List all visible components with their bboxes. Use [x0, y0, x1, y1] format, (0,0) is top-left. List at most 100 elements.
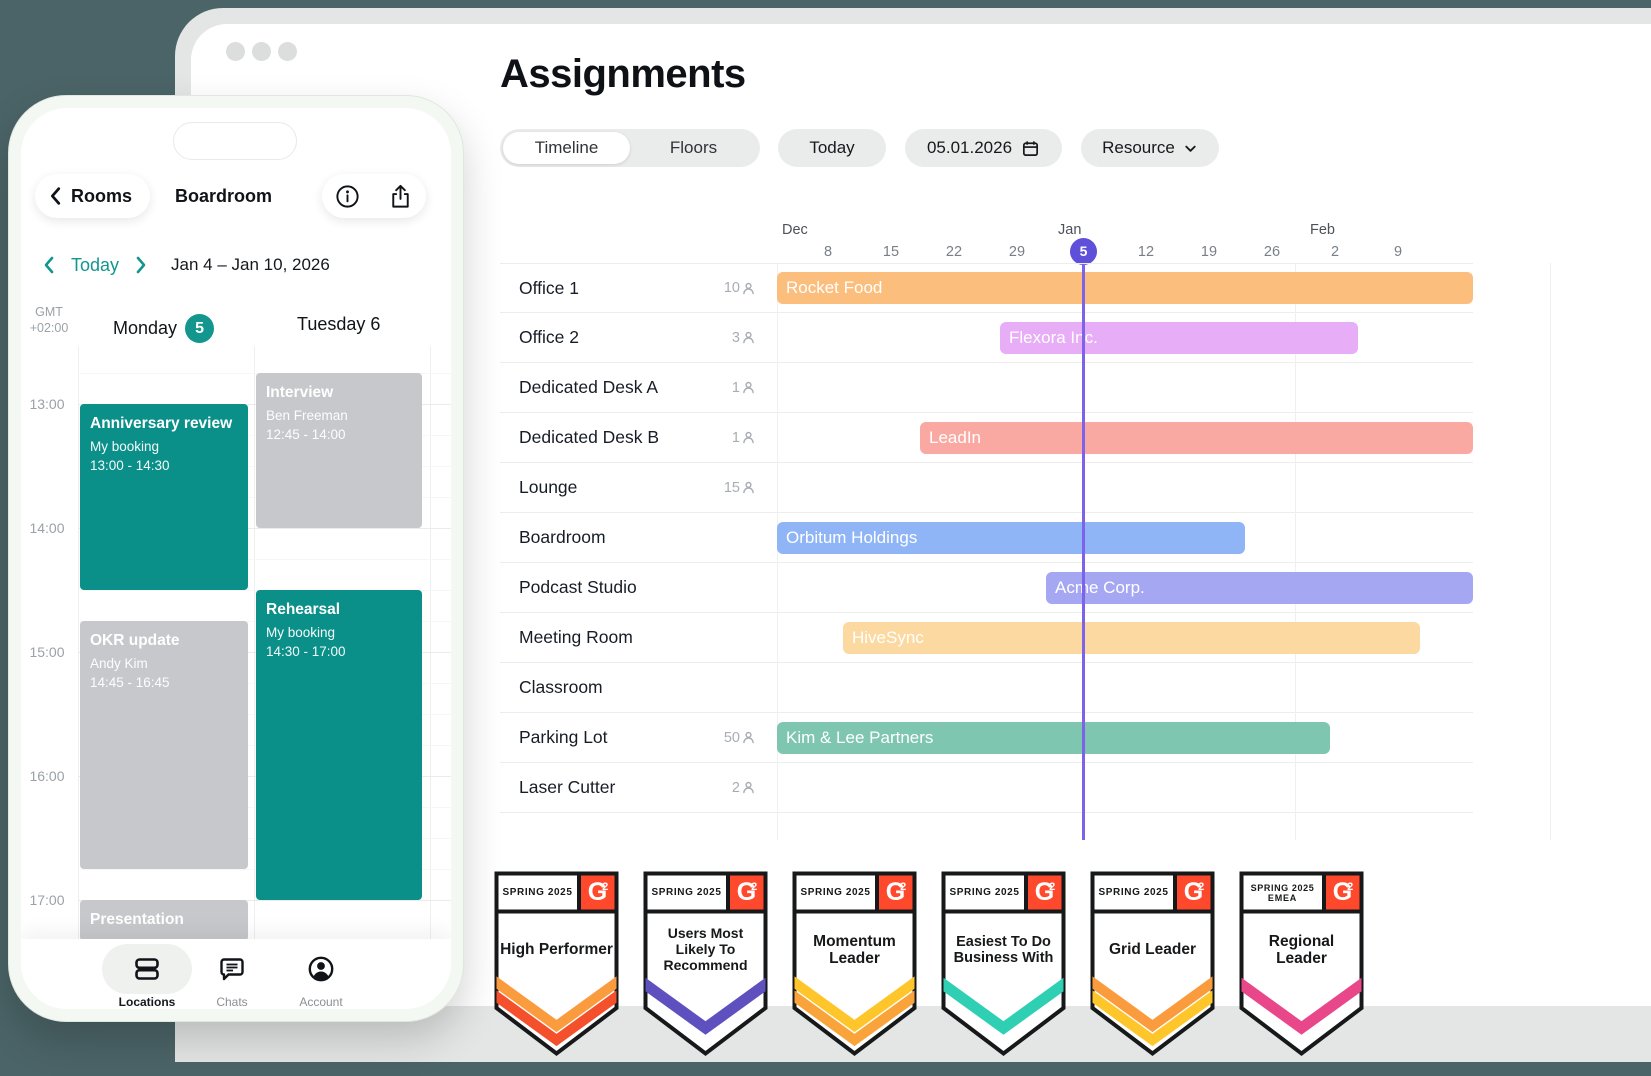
day-header-tuesday[interactable]: Tuesday 6 [297, 314, 381, 334]
event-time: 12:45 - 14:00 [266, 427, 346, 442]
booking-label: Rocket Food [786, 278, 883, 297]
page-title: Assignments [500, 52, 746, 96]
table-row[interactable]: Classroom [500, 663, 1473, 713]
table-row[interactable]: Lounge 15 [500, 463, 1473, 513]
table-row[interactable]: Podcast Studio [500, 563, 1473, 613]
table-row[interactable]: Boardroom [500, 513, 1473, 563]
today-button[interactable]: Today [778, 129, 886, 167]
person-icon [743, 781, 754, 794]
table-row[interactable]: Meeting Room [500, 613, 1473, 663]
phone-mockup: Boardroom Rooms Today Jan 4 – Jan 10, 20… [8, 95, 464, 1022]
booking-label: Kim & Lee Partners [786, 728, 934, 747]
window-dot-3 [278, 42, 297, 61]
axis-tick: 22 [945, 244, 963, 260]
badge-title: Users Most Likely To Recommend [663, 925, 748, 973]
tab-pill [276, 944, 366, 994]
badge-shield [1090, 871, 1215, 1057]
calendar-grid: 13:00 14:00 15:00 16:00 17:00 Interview … [21, 346, 451, 941]
resource-dropdown-value: Resource [1102, 138, 1175, 157]
booking-bar[interactable]: Kim & Lee Partners [777, 722, 1330, 754]
window-dot-1 [226, 42, 245, 61]
back-to-rooms-button[interactable]: Rooms [35, 174, 151, 218]
calendar-event[interactable]: Interview Ben Freeman 12:45 - 14:00 [256, 373, 422, 528]
axis-tick: 12 [1137, 244, 1155, 260]
back-label: Rooms [71, 185, 133, 206]
event-title: Interview [266, 384, 334, 401]
person-icon [743, 481, 754, 494]
tab-locations[interactable]: Locations [102, 944, 192, 1009]
week-navigation: Today Jan 4 – Jan 10, 2026 [41, 251, 330, 279]
resource-capacity: 1 [732, 430, 755, 446]
tab-label: Chats [216, 995, 248, 1009]
table-row[interactable]: Office 2 3 [500, 313, 1473, 363]
booking-bar[interactable]: HiveSync [843, 622, 1420, 654]
resource-name: Podcast Studio [519, 577, 637, 597]
event-title: Rehearsal [266, 601, 341, 618]
info-icon[interactable] [334, 183, 361, 210]
resource-capacity: 50 [724, 730, 755, 746]
tab-label: Locations [118, 995, 176, 1009]
month-label: Feb [1310, 222, 1335, 238]
table-row[interactable]: Office 1 10 [500, 263, 1473, 313]
resource-dropdown[interactable]: Resource [1081, 129, 1219, 167]
badge-season: SPRING 2025 [800, 887, 871, 898]
grid-column-border [254, 346, 255, 941]
booking-bar[interactable]: LeadIn [920, 422, 1473, 454]
day-header-monday[interactable]: Monday 5 [113, 314, 215, 343]
tab-timeline[interactable]: Timeline [503, 132, 630, 164]
gridline [1550, 263, 1551, 840]
badge-shield [1239, 871, 1364, 1057]
timeline-gantt: Dec Jan Feb 8 15 22 29 5 12 19 26 2 9 Of… [500, 218, 1551, 840]
axis-tick: 2 [1330, 244, 1340, 260]
table-row[interactable]: Parking Lot 50 [500, 713, 1473, 763]
today-link[interactable]: Today [71, 254, 120, 275]
axis-tick: 9 [1393, 244, 1403, 260]
prev-week-chevron-icon[interactable] [41, 255, 57, 275]
calendar-event[interactable]: Presentation [80, 900, 248, 941]
resource-name: Dedicated Desk B [519, 427, 660, 447]
chevron-down-icon [1185, 145, 1196, 152]
gridline [1295, 263, 1296, 840]
date-picker-button[interactable]: 05.01.2026 [905, 129, 1062, 167]
date-value: 05.01.2026 [926, 138, 1013, 157]
resource-capacity: 3 [732, 330, 755, 346]
tab-floors[interactable]: Floors [669, 138, 718, 157]
today-marker-line [1082, 264, 1085, 840]
event-person: Ben Freeman [266, 408, 348, 423]
month-label: Jan [1058, 222, 1082, 238]
axis-tick: 8 [823, 244, 833, 260]
calendar-event[interactable]: OKR update Andy Kim 14:45 - 16:45 [80, 621, 248, 869]
booking-label: HiveSync [852, 628, 924, 647]
table-row[interactable]: Laser Cutter 2 [500, 763, 1473, 813]
time-label: 14:00 [29, 520, 65, 536]
badge-title: Momentum Leader [813, 932, 896, 967]
badge-season: SPRING 2025 [651, 887, 722, 898]
time-label: 13:00 [29, 396, 65, 412]
next-week-chevron-icon[interactable] [133, 255, 149, 275]
window-dot-2 [252, 42, 271, 61]
table-row[interactable]: Dedicated Desk B 1 [500, 413, 1473, 463]
calendar-event[interactable]: Rehearsal My booking 14:30 - 17:00 [256, 590, 422, 900]
resource-name: Office 1 [519, 277, 579, 298]
tab-chats[interactable]: Chats [187, 944, 277, 1009]
gridline [78, 528, 451, 529]
calendar-event[interactable]: Anniversary review My booking 13:00 - 14… [80, 404, 248, 590]
room-title: Boardroom [174, 186, 272, 206]
header-actions [322, 174, 426, 218]
table-row[interactable]: Dedicated Desk A 1 [500, 363, 1473, 413]
booking-bar[interactable]: Flexora Inc. [1000, 322, 1358, 354]
event-time: 13:00 - 14:30 [90, 458, 170, 473]
booking-bar[interactable]: Orbitum Holdings [777, 522, 1245, 554]
tab-account[interactable]: Account [276, 944, 366, 1009]
resource-capacity: 15 [724, 480, 755, 496]
axis-tick: 29 [1008, 244, 1026, 260]
booking-bar[interactable]: Rocket Food [777, 272, 1473, 304]
resource-name: Dedicated Desk A [519, 377, 659, 397]
booking-bar[interactable]: Acme Corp. [1046, 572, 1473, 604]
share-icon[interactable] [387, 183, 414, 210]
resource-name: Laser Cutter [519, 777, 616, 797]
